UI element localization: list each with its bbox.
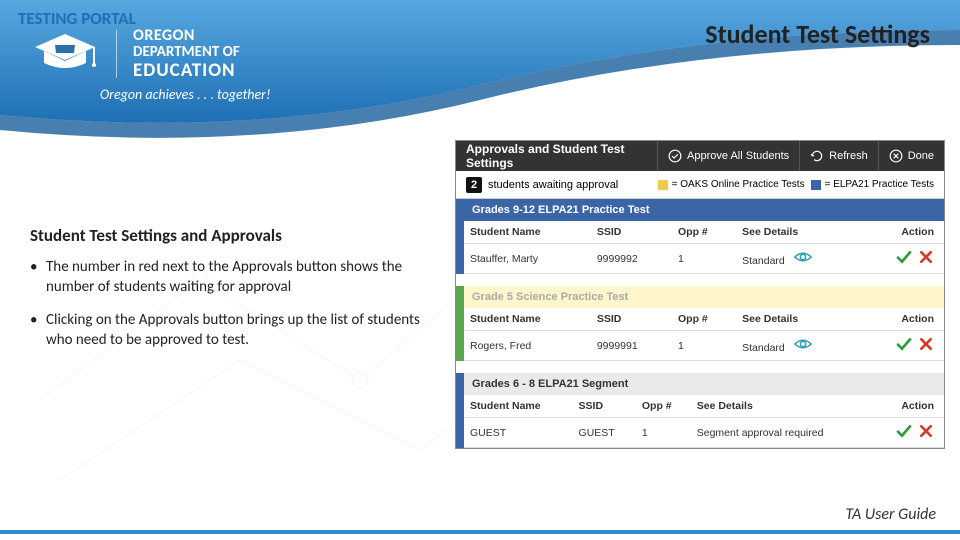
bullet-item: The number in red next to the Approvals …	[30, 258, 430, 297]
refresh-button[interactable]: Refresh	[799, 141, 878, 171]
table-col-header: Action	[873, 395, 944, 418]
done-label: Done	[908, 150, 934, 162]
refresh-label: Refresh	[829, 150, 868, 162]
cell-details: Standard	[736, 331, 861, 361]
cell-opp: 1	[672, 244, 736, 274]
table-row: Rogers, Fred99999911Standard	[464, 331, 944, 361]
table-row: GUESTGUEST1Segment approval required	[464, 418, 944, 448]
cell-opp: 1	[672, 331, 736, 361]
cell-ssid: 9999991	[591, 331, 672, 361]
cell-details: Standard	[736, 244, 861, 274]
view-details-icon[interactable]	[794, 255, 812, 267]
cell-opp: 1	[636, 418, 691, 448]
view-details-icon[interactable]	[794, 342, 812, 354]
table-col-header: SSID	[591, 221, 672, 244]
table-col-header: SSID	[591, 308, 672, 331]
cell-details: Segment approval required	[691, 418, 873, 448]
table-col-header: Opp #	[672, 221, 736, 244]
checkmark-circle-icon	[668, 149, 682, 163]
logo: OREGON DEPARTMENT OF EDUCATION	[30, 28, 240, 80]
test-section: Grade 5 Science Practice TestStudent Nam…	[456, 286, 944, 361]
table-col-header: Opp #	[672, 308, 736, 331]
awaiting-count-badge: 2	[466, 177, 482, 193]
section-title: TESTING PORTAL	[18, 8, 136, 29]
test-section: Grades 9-12 ELPA21 Practice TestStudent …	[456, 199, 944, 274]
left-column: Student Test Settings and Approvals The …	[30, 225, 430, 364]
close-circle-icon	[889, 149, 903, 163]
approvals-panel-screenshot: Approvals and Student Test Settings Appr…	[455, 140, 945, 449]
graduation-cap-icon	[30, 29, 100, 79]
table-col-header: Student Name	[464, 395, 573, 418]
table-col-header: Action	[861, 308, 944, 331]
approve-icon[interactable]	[896, 336, 912, 355]
left-subtitle: Student Test Settings and Approvals	[30, 225, 430, 246]
table-row: Stauffer, Marty99999921Standard	[464, 244, 944, 274]
approve-all-button[interactable]: Approve All Students	[657, 141, 799, 171]
done-button[interactable]: Done	[878, 141, 944, 171]
approve-icon[interactable]	[896, 423, 912, 442]
table-col-header: See Details	[736, 308, 861, 331]
deny-icon[interactable]	[918, 423, 934, 442]
students-table: Student NameSSIDOpp #See DetailsActionGU…	[464, 395, 944, 448]
table-col-header: Action	[861, 221, 944, 244]
cell-student-name: Rogers, Fred	[464, 331, 591, 361]
approve-all-label: Approve All Students	[687, 150, 789, 162]
legend-key-oaks: = OAKS Online Practice Tests	[658, 179, 805, 190]
table-col-header: Opp #	[636, 395, 691, 418]
panel-legend: 2 students awaiting approval = OAKS Onli…	[456, 171, 944, 199]
table-col-header: Student Name	[464, 221, 591, 244]
footer-accent-bar	[0, 530, 960, 534]
section-color-strip	[456, 199, 464, 274]
bullet-item: Clicking on the Approvals button brings …	[30, 311, 430, 350]
deny-icon[interactable]	[918, 249, 934, 268]
footer-citation: TA User Guide	[845, 505, 936, 524]
section-color-strip	[456, 373, 464, 448]
table-col-header: SSID	[573, 395, 636, 418]
table-col-header: Student Name	[464, 308, 591, 331]
logo-line3: EDUCATION	[133, 61, 240, 81]
table-col-header: See Details	[736, 221, 861, 244]
tagline: Oregon achieves . . . together!	[100, 86, 271, 103]
awaiting-text: students awaiting approval	[488, 179, 618, 191]
panel-title: Approvals and Student Test Settings	[456, 142, 657, 170]
students-table: Student NameSSIDOpp #See DetailsActionSt…	[464, 221, 944, 274]
section-header: Grades 9-12 ELPA21 Practice Test	[464, 199, 944, 221]
table-col-header: See Details	[691, 395, 873, 418]
legend-key-elpa: = ELPA21 Practice Tests	[811, 179, 934, 190]
panel-topbar: Approvals and Student Test Settings Appr…	[456, 141, 944, 171]
cell-student-name: GUEST	[464, 418, 573, 448]
approve-icon[interactable]	[896, 249, 912, 268]
cell-student-name: Stauffer, Marty	[464, 244, 591, 274]
section-header: Grades 6 - 8 ELPA21 Segment	[464, 373, 944, 395]
section-header: Grade 5 Science Practice Test	[464, 286, 944, 308]
deny-icon[interactable]	[918, 336, 934, 355]
cell-ssid: 9999992	[591, 244, 672, 274]
section-color-strip	[456, 286, 464, 361]
page-title: Student Test Settings	[705, 18, 930, 50]
refresh-icon	[810, 149, 824, 163]
students-table: Student NameSSIDOpp #See DetailsActionRo…	[464, 308, 944, 361]
test-section: Grades 6 - 8 ELPA21 SegmentStudent NameS…	[456, 373, 944, 448]
cell-ssid: GUEST	[573, 418, 636, 448]
